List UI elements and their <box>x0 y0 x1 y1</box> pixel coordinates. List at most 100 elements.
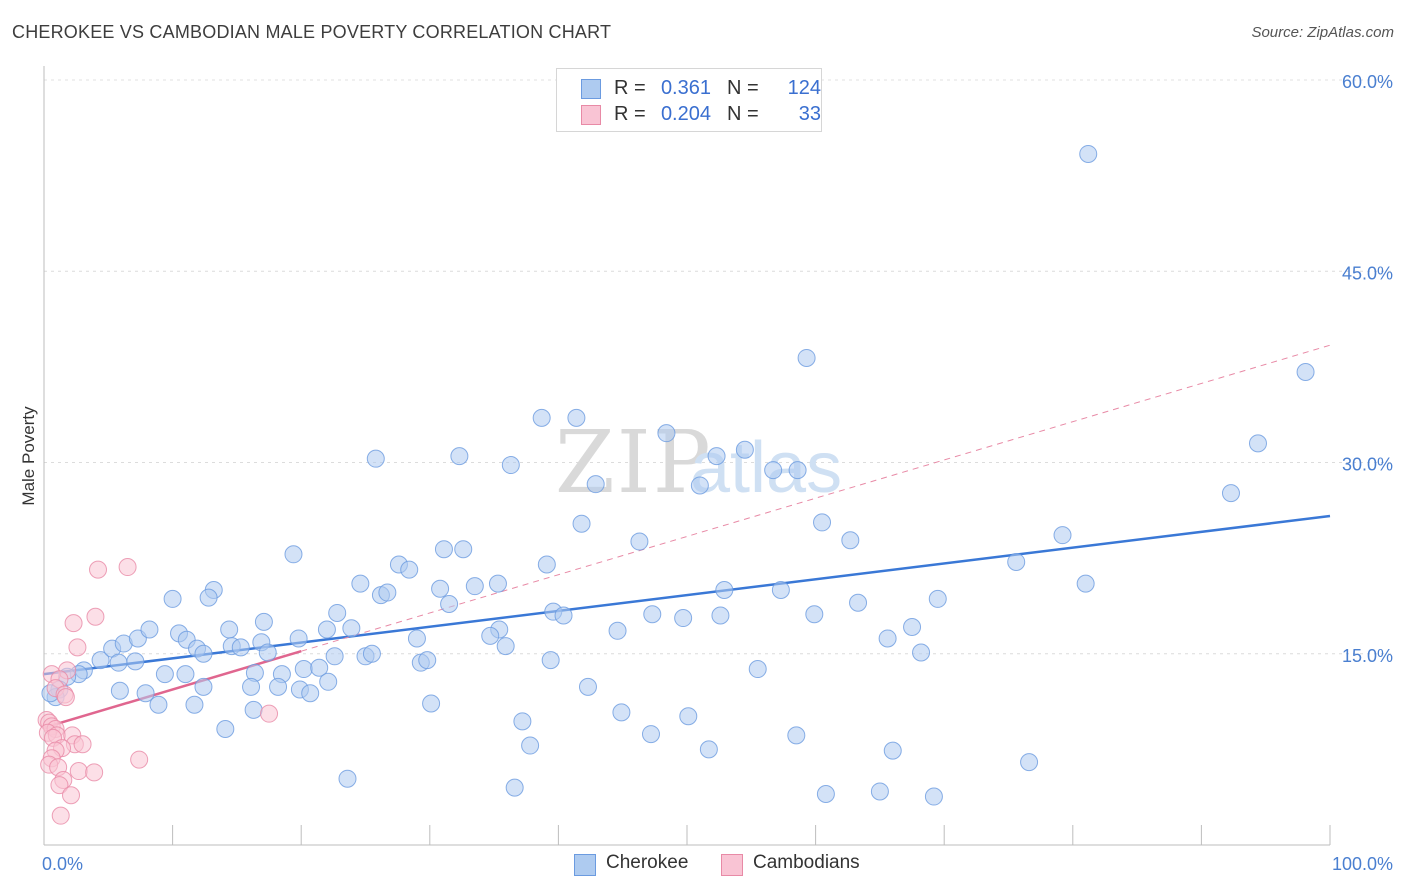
x-tick-label: 0.0% <box>42 854 83 874</box>
cambodians-point <box>260 704 279 723</box>
cherokee-point <box>903 617 922 636</box>
cherokee-legend-swatch <box>574 854 596 876</box>
cambodians-legend-swatch <box>721 854 743 876</box>
cambodians-swatch <box>581 105 601 125</box>
cherokee-point <box>342 619 361 638</box>
cambodians-trend-line <box>43 650 302 729</box>
cherokee-point <box>883 741 902 760</box>
cherokee-point <box>185 695 204 714</box>
cherokee-point <box>1221 484 1240 503</box>
cambodians-point <box>118 558 137 577</box>
watermark: ZIP <box>555 413 713 513</box>
cherokee-point <box>771 581 790 599</box>
cherokee-point <box>109 653 128 672</box>
cherokee-point <box>849 593 868 612</box>
cherokee-point <box>362 644 381 663</box>
cambodians-point <box>69 762 88 781</box>
cherokee-point <box>630 532 649 551</box>
cherokee-point <box>140 620 159 639</box>
grid-lines <box>44 79 1395 655</box>
cherokee-point <box>496 637 515 656</box>
cherokee-point <box>679 707 698 726</box>
cherokee-point <box>586 475 605 494</box>
cherokee-point <box>110 681 129 700</box>
cherokee-point <box>513 712 532 731</box>
cherokee-point <box>338 769 357 788</box>
cambodians-point <box>85 763 104 782</box>
cherokee-point <box>711 606 730 625</box>
cherokee-point <box>928 589 947 608</box>
cherokee-point <box>199 588 218 607</box>
y-tick-label: 15.0% <box>1342 646 1393 666</box>
cherokee-point <box>816 785 835 803</box>
cambodians-legend-label: Cambodians <box>753 852 860 873</box>
cherokee-point <box>176 665 195 684</box>
cherokee-point <box>788 461 807 480</box>
cherokee-point <box>422 694 441 713</box>
cherokee-point <box>407 629 426 648</box>
y-tick-label: 30.0% <box>1342 455 1393 475</box>
cherokee-point <box>787 726 806 745</box>
cherokee-point <box>194 677 213 696</box>
cherokee-point <box>149 695 168 714</box>
cherokee-swatch <box>581 79 601 99</box>
cherokee-point <box>163 589 182 608</box>
cherokee-point <box>194 644 213 663</box>
cherokee-point <box>481 626 500 645</box>
cherokee-point <box>325 647 344 666</box>
cherokee-point <box>1296 362 1315 381</box>
y-tick-label: 45.0% <box>1342 263 1393 283</box>
cherokee-point <box>378 583 397 602</box>
cherokee-point <box>242 677 261 696</box>
cherokee-point <box>1076 574 1095 593</box>
legend-n-label: N = <box>727 77 759 99</box>
cambodians-trend-extension <box>301 344 1331 652</box>
cherokee-point <box>289 629 308 648</box>
cherokee-point <box>284 545 303 564</box>
cherokee-point <box>641 725 660 744</box>
legend-r-value: 0.361 <box>660 77 711 99</box>
legend-r-value: 0.204 <box>660 103 711 125</box>
y-tick-label: 60.0% <box>1342 72 1393 92</box>
cherokee-point <box>572 514 591 533</box>
cherokee-point <box>450 447 469 466</box>
cherokee-point <box>841 531 860 550</box>
cherokee-point <box>578 677 597 696</box>
cherokee-point <box>440 595 459 614</box>
cherokee-point <box>643 605 662 624</box>
trend-lines <box>43 344 1331 729</box>
cambodians-point <box>64 614 83 633</box>
cherokee-point <box>813 513 832 532</box>
cherokee-point <box>878 629 897 648</box>
cherokee-point <box>674 609 693 628</box>
correlation-legend: R = 0.361 N = 124 R = 0.204 N = 33 <box>556 68 822 132</box>
tick-labels: 15.0% 30.0% 45.0% 60.0% 0.0% 100.0% <box>42 72 1393 874</box>
cherokee-legend-label: Cherokee <box>606 852 689 873</box>
cherokee-point <box>244 700 263 719</box>
cherokee-point <box>418 651 437 670</box>
cherokee-point <box>126 652 145 671</box>
cherokee-point <box>269 677 288 696</box>
cherokee-point <box>690 476 709 495</box>
cherokee-point <box>366 449 385 468</box>
cherokee-point <box>465 577 484 596</box>
cherokee-point <box>454 540 473 559</box>
chart-title: CHEROKEE VS CAMBODIAN MALE POVERTY CORRE… <box>12 22 612 42</box>
cherokee-point <box>505 778 524 797</box>
cherokee-point <box>567 408 586 427</box>
cherokee-point <box>797 348 816 367</box>
data-points <box>37 144 1315 825</box>
cherokee-point <box>735 440 754 459</box>
cambodians-point <box>89 560 108 579</box>
legend-n-label: N = <box>727 103 759 125</box>
cambodians-point <box>68 638 87 657</box>
cherokee-point <box>501 456 520 475</box>
cherokee-point <box>537 555 556 574</box>
cherokee-point <box>400 560 419 579</box>
cambodians-point <box>130 750 149 769</box>
cherokee-point <box>91 651 110 670</box>
cambodians-point <box>62 786 81 805</box>
cherokee-point <box>319 672 338 691</box>
cherokee-point <box>301 684 320 703</box>
cherokee-point <box>924 787 943 806</box>
